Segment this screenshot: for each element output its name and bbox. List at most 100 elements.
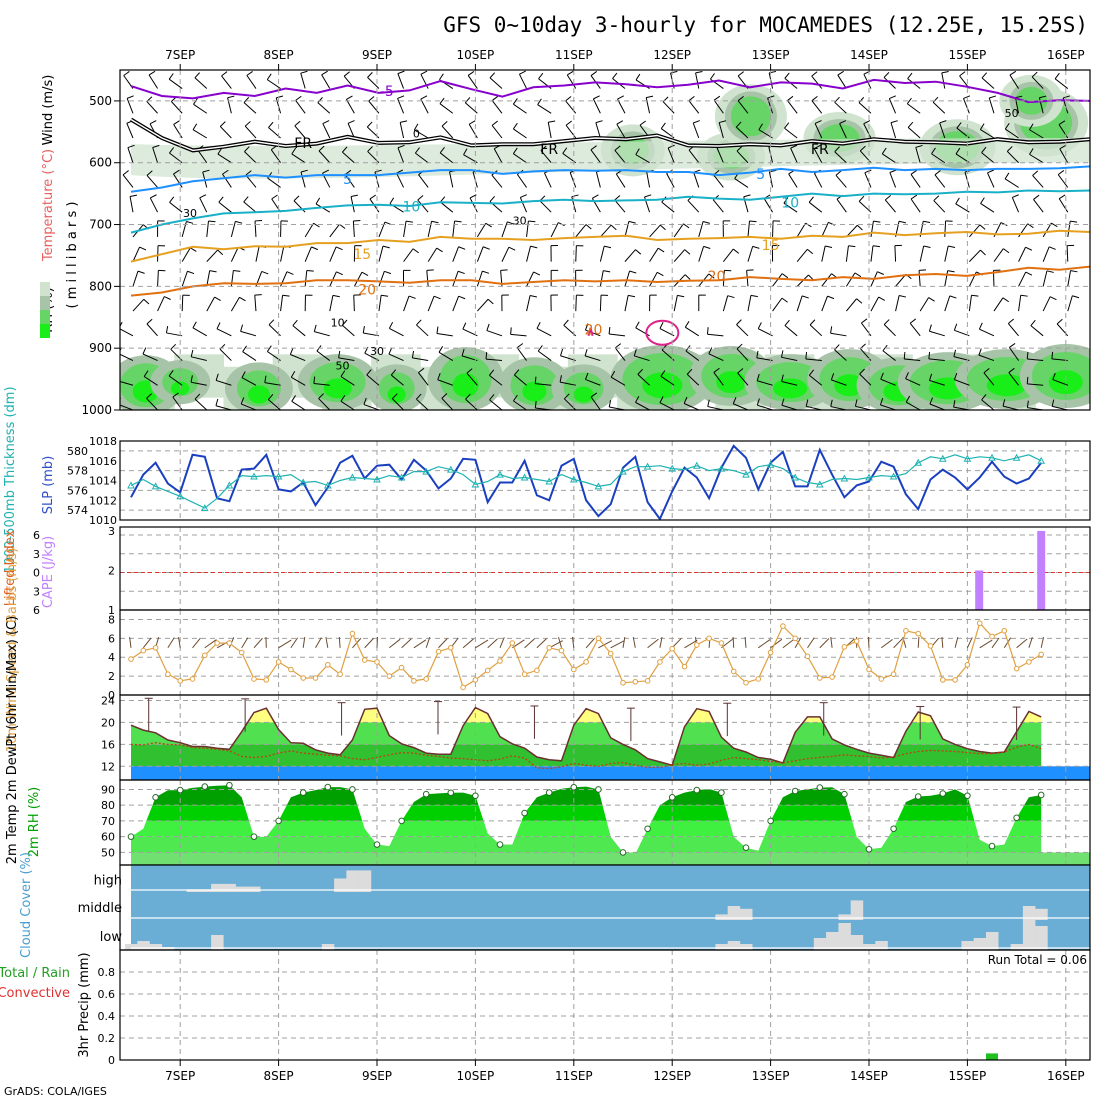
wind-barb-shaft (846, 224, 858, 238)
wind-barb-flag (963, 95, 971, 99)
wind10m-point (976, 620, 983, 627)
wind-barb-flag (1039, 95, 1047, 99)
isotherm-5 (130, 165, 1090, 193)
axis-label: Cloud Cover (%) (19, 852, 34, 958)
wind-barb-flag (659, 322, 664, 329)
wind-barb-shaft (526, 246, 531, 262)
wind-barb-shaft (599, 270, 604, 287)
wind-barb-shaft (368, 100, 380, 114)
wind-barb-flag (390, 369, 397, 376)
wind-barb-flag (315, 197, 321, 205)
wind10m-point (657, 659, 663, 665)
wind-barb-shaft (294, 125, 306, 139)
wind-barb-flag (684, 249, 691, 255)
wind-barb-flag (660, 370, 666, 377)
wind-barb-flag (146, 318, 153, 325)
wind-barb-flag (332, 294, 340, 298)
wind10m-barb (376, 636, 379, 648)
wind-barb-flag (392, 393, 398, 399)
wind-barb-flag (397, 95, 405, 99)
temp-tick: 12 (101, 760, 115, 773)
wind-barb-shaft (254, 295, 257, 312)
wind-barb-shaft (452, 271, 459, 287)
wind-barb-shaft (1004, 178, 1019, 188)
wind-barb-shaft (149, 197, 159, 213)
wind10m-point (644, 678, 651, 684)
wind-barb-shaft (396, 172, 405, 188)
wind-barb-flag (905, 372, 909, 379)
contour-label: 0 (413, 127, 420, 140)
wind10m-point (890, 671, 897, 678)
rh2m-point (914, 793, 922, 800)
wind-barb-shaft (919, 245, 925, 262)
wind-barb-shaft (968, 295, 972, 312)
wind-barb-shaft (559, 381, 576, 386)
wind-barb-shaft (342, 151, 355, 164)
wind10m-barb (290, 637, 299, 649)
wind-barb-shaft (624, 249, 636, 262)
wind-barb-shaft (486, 330, 503, 337)
wind-barb-flag (928, 324, 932, 332)
precip-axis: 0 0.2 0.4 0.6 0.8 (98, 966, 116, 1067)
wind-barb-flag (148, 70, 156, 76)
wind10m-speed-line (128, 620, 1044, 691)
wind-barb-flag (146, 393, 152, 399)
wind10m-point (558, 647, 565, 654)
wind-barb-flag (801, 295, 809, 299)
date-label-top: 12SEP (653, 48, 691, 62)
wind-barb-flag (1032, 170, 1039, 176)
wind-barb-shaft (206, 220, 209, 237)
wind-barb-shaft (441, 398, 454, 410)
wind-barb-flag (507, 221, 515, 225)
wind-barb-shaft (858, 200, 872, 213)
lifted-index-panel: 6 3 0 3 6 1 2 3 (33, 525, 1091, 617)
wind-barb-shaft (624, 270, 631, 287)
wind-barb-shaft (941, 72, 946, 89)
wind-barb-shaft (152, 147, 159, 163)
wind-barb-flag (240, 324, 244, 332)
wind10m-point (964, 661, 971, 668)
wind-barb-shaft (909, 322, 921, 337)
wind-barb-flag (981, 146, 987, 153)
wind-barb-shaft (575, 224, 587, 238)
cloud-panel: high middle low (78, 864, 1091, 951)
wind10m-barb (732, 636, 735, 648)
wind10m-barb (204, 639, 217, 649)
thickness-marker (496, 470, 504, 478)
wind10m-tick: 6 (108, 632, 115, 645)
wind-barb-flag (208, 220, 216, 223)
wind10m-point (743, 679, 749, 686)
wind-barb-flag (149, 120, 157, 125)
panel-frame (119, 526, 1091, 611)
wind-barb-flag (1058, 120, 1066, 126)
wind-barb-flag (614, 145, 621, 151)
rh-blob-bright (773, 378, 808, 399)
wind-barb-shaft (547, 122, 552, 139)
wind10m-point (595, 635, 602, 642)
wind-barb-shaft (736, 324, 749, 337)
wind10m-point (571, 666, 577, 673)
wind-barb-flag (708, 273, 715, 279)
wind-barb-shaft (635, 401, 650, 410)
wind-barb-flag (458, 246, 466, 250)
slp-tick: 1012 (89, 494, 117, 507)
wind-barb-shaft (713, 372, 724, 386)
wind-barb-shaft (790, 147, 798, 163)
li-tick: 6 (33, 604, 40, 617)
wind-barb-flag (610, 224, 617, 231)
wind-barb-flag (713, 95, 721, 101)
wind-barb-flag (489, 195, 496, 202)
wind-barb-shaft (120, 353, 134, 361)
wind-barb-shaft (295, 100, 306, 114)
wind-barb-flag (381, 294, 389, 297)
wind-barb-flag (529, 294, 538, 298)
precip-tick: 0 (108, 1054, 115, 1067)
wind-barb-flag (126, 95, 134, 99)
wind-barb-shaft (944, 270, 949, 287)
wind10m-point (681, 663, 688, 670)
wind-barb-shaft (264, 382, 281, 386)
wind-barb-shaft (915, 147, 921, 163)
wind-barb-shaft (845, 272, 856, 287)
isotherm-10 (130, 189, 1090, 234)
wind-barb-shaft (845, 298, 857, 312)
